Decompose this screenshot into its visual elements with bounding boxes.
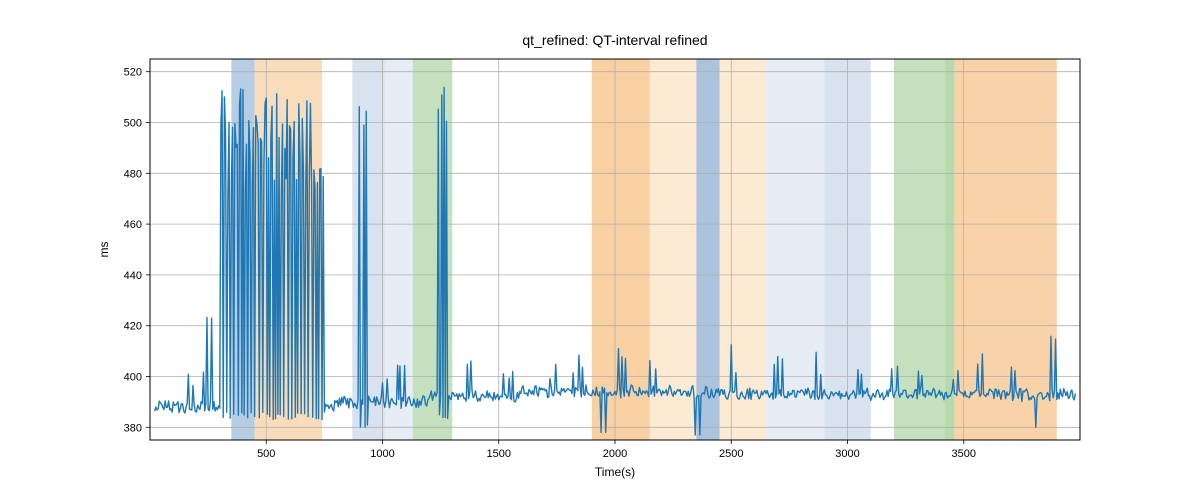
y-axis-label: ms bbox=[97, 242, 111, 258]
qt-refined-chart: 500 1000 1500 2000 2500 3000 3500 380 400 420 440 4… bbox=[0, 0, 1200, 500]
x-tick-label: 3000 bbox=[835, 448, 859, 460]
y-tick-label: 460 bbox=[124, 219, 142, 231]
x-tick-label: 2000 bbox=[603, 448, 627, 460]
x-tick-label: 3500 bbox=[952, 448, 976, 460]
x-tick-label: 1000 bbox=[370, 448, 394, 460]
x-tick-label: 2500 bbox=[719, 448, 743, 460]
x-tick-label: 1500 bbox=[487, 448, 511, 460]
chart-title: qt_refined: QT-interval refined bbox=[522, 32, 707, 48]
y-tick-label: 480 bbox=[124, 168, 142, 180]
y-tick-label: 400 bbox=[124, 372, 142, 384]
y-tick-label: 500 bbox=[124, 118, 142, 130]
y-tick-label: 420 bbox=[124, 321, 142, 333]
x-axis-label: Time(s) bbox=[595, 465, 635, 479]
y-tick-label: 380 bbox=[124, 422, 142, 434]
chart-container: 500 1000 1500 2000 2500 3000 3500 380 400 420 440 4… bbox=[0, 0, 1200, 500]
y-tick-label: 520 bbox=[124, 67, 142, 79]
y-tick-label: 440 bbox=[124, 270, 142, 282]
x-tick-label: 500 bbox=[257, 448, 275, 460]
